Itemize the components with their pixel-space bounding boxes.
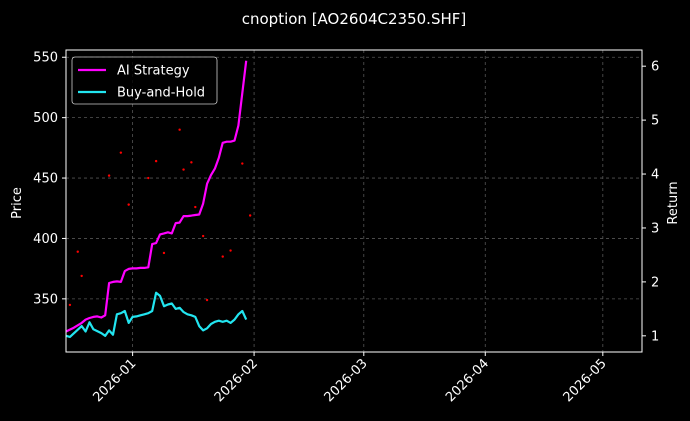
x-tick-label: 2026-01: [90, 356, 139, 405]
scatter-point: [68, 303, 72, 307]
scatter-point: [107, 174, 111, 177]
y-axis-left-label: Price: [10, 187, 25, 219]
scatter-point: [76, 250, 79, 253]
y-left-tick-label: 500: [33, 111, 58, 126]
y-left-tick-label: 450: [33, 172, 58, 187]
x-tick-label: 2026-02: [212, 356, 261, 405]
y-right-tick-label: 2: [651, 275, 659, 290]
y-right-tick-label: 1: [651, 329, 659, 344]
scatter-point: [190, 161, 193, 164]
y-axis-right-label: Return: [666, 181, 681, 224]
scatter-point: [229, 249, 232, 252]
y-right-tick-label: 3: [651, 221, 659, 236]
scatter-point: [80, 274, 83, 278]
y-left-tick-label: 350: [33, 292, 58, 307]
line-series: [65, 60, 248, 338]
scatter-point: [194, 205, 197, 209]
scatter-point: [182, 168, 185, 171]
scatter-point: [205, 298, 209, 302]
x-tick-label: 2026-03: [322, 356, 371, 405]
scatter-point: [147, 176, 150, 180]
grid: [66, 50, 642, 352]
x-tick-label: 2026-05: [561, 356, 610, 405]
series-line-buy-and-hold: [65, 291, 248, 338]
y-left-tick-label: 550: [33, 51, 58, 66]
legend: AI Strategy Buy-and-Hold: [71, 56, 218, 105]
y-left-tick-label: 400: [33, 232, 58, 247]
y-right-tick-label: 4: [651, 168, 659, 183]
y-axis-right: 1 2 3 4 5 6: [642, 60, 659, 344]
x-tick-label: 2026-04: [443, 356, 492, 405]
x-axis: 2026-01 2026-02 2026-03 2026-04 2026-05: [90, 352, 610, 405]
scatter-point: [178, 128, 181, 131]
legend-box: [71, 56, 218, 105]
scatter-point: [119, 151, 123, 154]
y-right-tick-label: 6: [651, 60, 659, 75]
y-right-tick-label: 5: [651, 114, 659, 129]
plot-frame: [65, 49, 643, 353]
scatter-point: [221, 255, 224, 258]
y-axis-left: 350 400 450 500 550: [33, 51, 66, 307]
series-line-ai-strategy: [65, 60, 248, 333]
scatter-point: [241, 162, 244, 165]
scatter-point: [201, 234, 205, 238]
chart-title: cnoption [AO2604C2350.SHF]: [242, 10, 466, 28]
scatter-point: [248, 214, 252, 217]
scatter-point: [127, 203, 130, 206]
legend-label: Buy-and-Hold: [117, 86, 205, 101]
scatter-point: [162, 251, 166, 255]
scatter-point: [154, 159, 158, 163]
legend-label: AI Strategy: [117, 64, 190, 79]
